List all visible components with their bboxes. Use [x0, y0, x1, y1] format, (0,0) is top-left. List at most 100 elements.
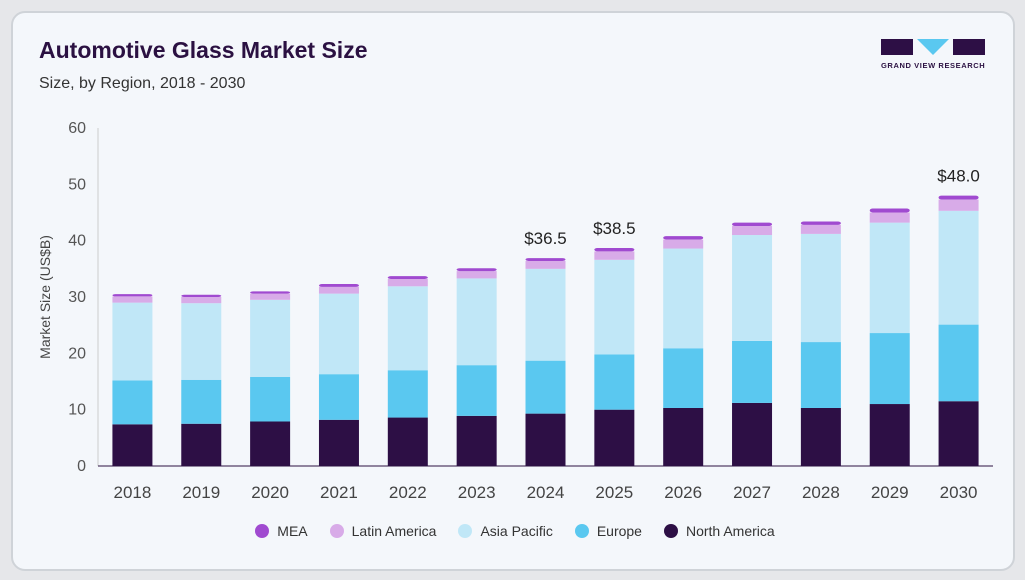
bar-segment	[869, 333, 910, 405]
grand-view-research-logo-icon	[881, 39, 985, 55]
legend-swatch	[574, 524, 589, 538]
bar-segment	[250, 293, 291, 300]
legend-swatch	[255, 524, 270, 538]
y-tick-label: 10	[68, 402, 86, 419]
bar-segment	[525, 360, 566, 414]
bar-segment	[250, 376, 291, 422]
bar-segment	[663, 239, 704, 249]
bar-segment	[732, 340, 773, 403]
bar-segment	[594, 259, 635, 355]
chart-card: Automotive Glass Market Size Size, by Re…	[11, 11, 1015, 571]
x-tick-label: 2021	[320, 483, 358, 502]
y-tick-label: 0	[77, 458, 86, 475]
bar-segment	[869, 212, 910, 223]
chart-title: Automotive Glass Market Size	[39, 37, 368, 63]
bar-segment	[525, 260, 566, 269]
bar-segment	[456, 271, 497, 279]
bar-segment	[800, 221, 841, 225]
bar-segment	[869, 222, 910, 334]
legend-item: North America	[663, 523, 775, 539]
bar-segment	[663, 236, 704, 240]
bar-segment	[181, 379, 222, 424]
x-tick-label: 2028	[802, 483, 840, 502]
bar-total-label: $48.0	[937, 167, 980, 186]
bar-segment	[594, 354, 635, 410]
legend-label: Europe	[596, 523, 642, 539]
bar-segment	[112, 296, 153, 303]
bar-segment	[318, 284, 359, 287]
bar-segment	[732, 402, 773, 466]
bar-total-label: $36.5	[524, 229, 567, 248]
bar-total-label: $38.5	[593, 219, 636, 238]
bar-segment	[318, 286, 359, 294]
bar-segment	[181, 297, 222, 304]
legend-swatch	[458, 524, 473, 538]
x-tick-label: 2024	[527, 483, 565, 502]
bar-segment	[181, 294, 222, 297]
bar-segment	[732, 226, 773, 236]
bar-segment	[387, 417, 428, 466]
legend-item: Europe	[574, 523, 642, 539]
bar-segment	[732, 222, 773, 227]
bar-segment	[800, 224, 841, 234]
logo-text: GRAND VIEW RESEARCH	[881, 61, 986, 70]
bar-segment	[250, 299, 291, 377]
legend-item: Asia Pacific	[458, 523, 553, 539]
bar-segment	[800, 233, 841, 343]
bar-segment	[387, 286, 428, 371]
bar-segment	[525, 268, 566, 361]
y-tick-label: 40	[68, 233, 86, 250]
legend-swatch	[329, 524, 344, 538]
bar-segment	[663, 348, 704, 408]
legend-label: Asia Pacific	[480, 523, 553, 539]
bar-segment	[456, 365, 497, 416]
bar-segment	[869, 208, 910, 213]
bar-segment	[800, 407, 841, 466]
bar-segment	[112, 294, 153, 297]
x-tick-label: 2029	[871, 483, 909, 502]
y-tick-label: 30	[68, 289, 86, 306]
y-tick-label: 50	[68, 176, 86, 193]
x-tick-label: 2020	[251, 483, 289, 502]
bar-segment	[181, 303, 222, 380]
bar-segment	[525, 413, 566, 466]
bar-segment	[938, 210, 979, 325]
bar-segment	[663, 248, 704, 349]
bar-segment	[938, 195, 979, 200]
x-tick-label: 2030	[940, 483, 978, 502]
y-tick-label: 20	[68, 345, 86, 362]
bar-segment	[732, 235, 773, 341]
bar-segment	[456, 278, 497, 366]
bar-segment	[318, 374, 359, 420]
bar-segment	[250, 421, 291, 466]
bar-segment	[181, 423, 222, 466]
bar-segment	[250, 291, 291, 294]
bar-segment	[456, 415, 497, 466]
bar-segment	[456, 268, 497, 272]
bar-segment	[594, 251, 635, 260]
bar-segment	[938, 324, 979, 402]
legend-item: MEA	[255, 523, 308, 539]
x-tick-label: 2027	[733, 483, 771, 502]
legend-label: Latin America	[351, 523, 437, 539]
bar-segment	[938, 401, 979, 466]
chart-subtitle: Size, by Region, 2018 - 2030	[39, 75, 246, 92]
bar-segment	[869, 404, 910, 466]
legend-label: MEA	[277, 523, 308, 539]
legend-swatch	[663, 524, 678, 538]
bar-segment	[594, 409, 635, 466]
y-tick-label: 60	[68, 120, 86, 137]
x-tick-label: 2025	[595, 483, 633, 502]
bar-segment	[663, 407, 704, 466]
x-tick-label: 2019	[182, 483, 220, 502]
y-axis-label: Market Size (US$B)	[37, 235, 53, 359]
x-tick-label: 2023	[458, 483, 496, 502]
legend-label: North America	[685, 523, 775, 539]
x-tick-label: 2018	[114, 483, 152, 502]
chart-legend: MEA Latin America Asia Pacific Europe North …	[13, 523, 1017, 539]
bar-segment	[800, 342, 841, 408]
bar-segment	[387, 276, 428, 279]
bar-segment	[112, 380, 153, 425]
bar-segment	[112, 424, 153, 466]
